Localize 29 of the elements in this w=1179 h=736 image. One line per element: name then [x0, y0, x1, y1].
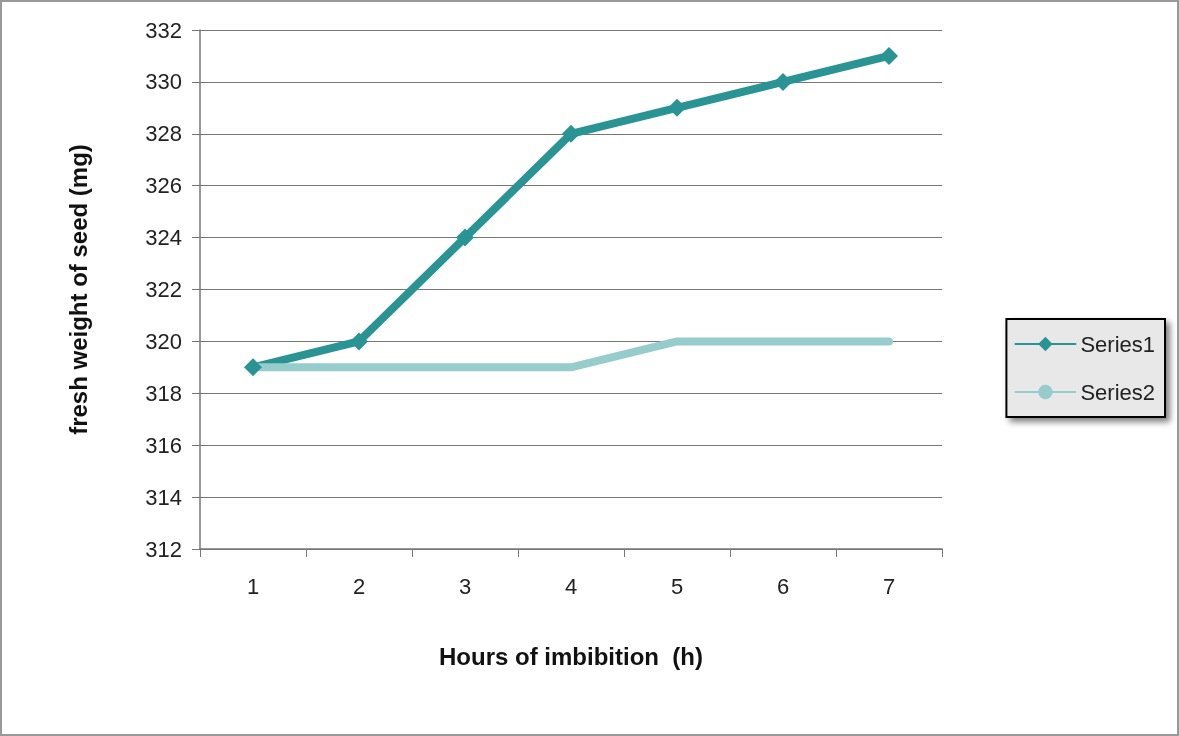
point: [244, 358, 262, 377]
legend-label: Series2: [1080, 379, 1155, 405]
x-tick-label: 6: [776, 573, 790, 599]
x-tick-label: 7: [882, 573, 896, 599]
y-tick-label: 326: [145, 173, 182, 199]
x-axis-title: Hours of imbibition (h): [439, 642, 703, 670]
y-tick-label: 314: [145, 484, 182, 510]
y-tick-label: 312: [145, 536, 182, 562]
x-tick-label: 4: [564, 573, 578, 599]
y-tick-label: 320: [145, 328, 182, 354]
y-tick-label: 316: [145, 432, 182, 458]
point: [350, 332, 368, 351]
x-tick-label: 5: [670, 573, 684, 599]
y-tick-label: 318: [145, 380, 182, 406]
point: [562, 124, 580, 143]
point: [668, 98, 686, 117]
x-tick-label: 3: [458, 573, 472, 599]
y-axis-title: fresh weight of seed (mg): [64, 144, 92, 435]
point: [774, 72, 792, 91]
y-tick-label: 332: [145, 17, 182, 43]
point: [880, 46, 898, 65]
point: [456, 228, 474, 247]
y-tick-label: 330: [145, 69, 182, 95]
x-tick-label: 1: [246, 573, 260, 599]
legend-label: Series1: [1080, 331, 1155, 357]
y-tick-label: 322: [145, 277, 182, 302]
x-tick-label: 2: [352, 573, 366, 599]
y-tick-label: 328: [145, 121, 182, 147]
y-tick-label: 324: [145, 225, 182, 251]
